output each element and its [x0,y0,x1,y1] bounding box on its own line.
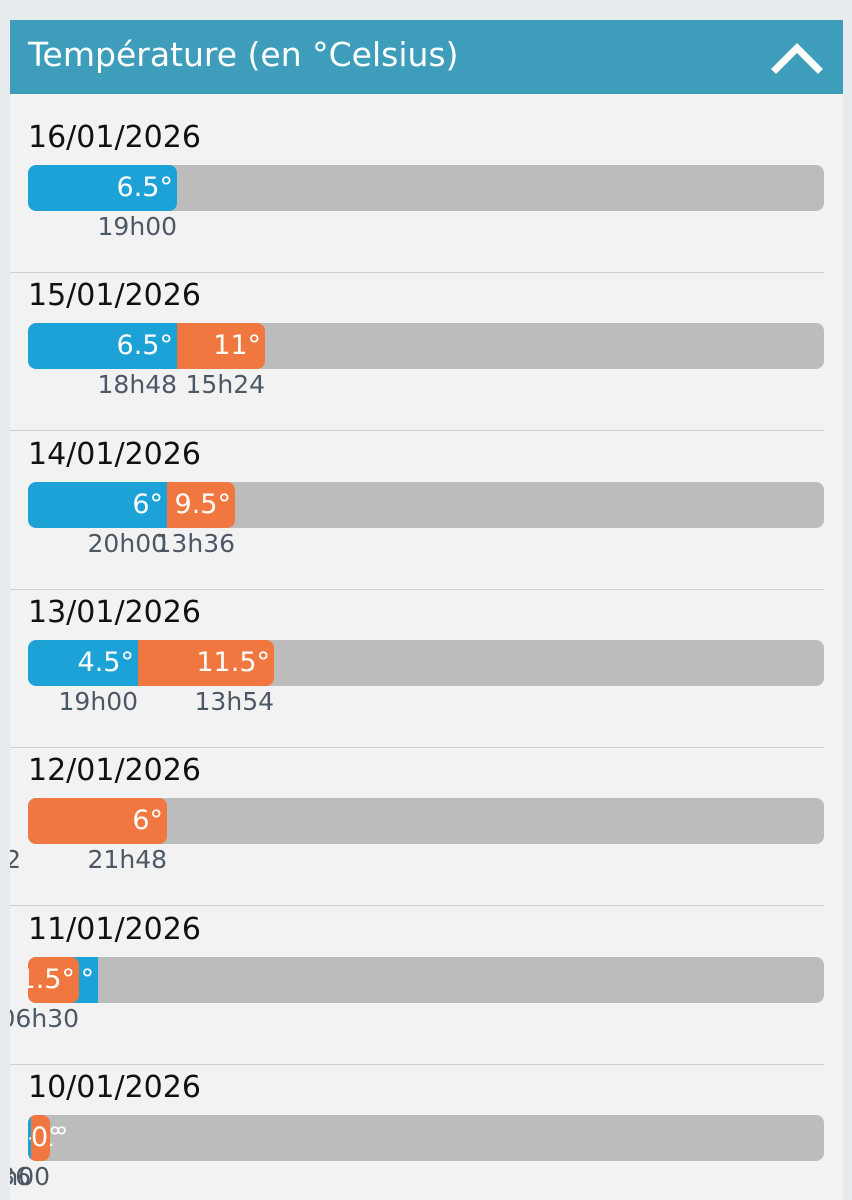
max-temperature-bar: 11.5° [138,639,274,686]
day-date: 10/01/2026 [28,1069,201,1105]
row-divider [10,588,824,590]
temperature-panel: Température (en °Celsius) 16/01/2026 6.5°… [10,20,843,1200]
max-temperature-bar: 11° [177,323,265,370]
day-row: 13/01/2026 4.5° 11.5° 19h00 13h54 [10,590,843,748]
day-row: 11/01/2026-2.5°1.5°02h3606h30 [10,907,843,1065]
day-date: 15/01/2026 [28,278,201,314]
row-divider [10,272,824,273]
max-time-label: 07h00 [10,1161,50,1191]
row-divider [10,746,824,748]
max-temperature-bar: 6° [28,798,167,845]
max-time-label: 21h48 [87,845,167,875]
min-time-label: 15h36 [10,1161,31,1191]
max-temperature-bar: 9.5° [167,481,235,528]
max-temperature-bar: 0° [31,1114,62,1161]
temperature-bar: 4.5° 11.5° [28,639,824,686]
panel-header[interactable]: Température (en °Celsius) [10,20,843,94]
max-time-label: 06h30 [10,1003,79,1033]
row-divider [10,905,824,907]
min-time-label: 22h42 [10,845,21,875]
day-date: 11/01/2026 [28,911,201,947]
temperature-bar: -1.5°6° [28,798,824,845]
day-row: 14/01/2026 6° 9.5° 20h00 13h36 [10,432,843,590]
collapse-button[interactable] [767,27,827,83]
temperature-bar: 6.5° [28,165,824,211]
chevron-up-icon [771,43,823,74]
temperature-bar: 6° 9.5° [28,481,824,528]
row-divider [10,1063,824,1065]
temperature-bar: 6.5° 11° [28,323,824,370]
day-date: 13/01/2026 [28,594,201,630]
panel-title: Température (en °Celsius) [28,35,459,74]
max-time-label: 13h36 [155,528,235,558]
min-time-label: 20h00 [87,528,167,558]
min-time-label: 19h00 [97,212,177,241]
min-time-label: 19h00 [58,686,138,716]
day-row: 10/01/2026 -1°0°15h3607h00 [10,1065,843,1200]
row-divider [10,430,824,432]
max-temperature-bar: 1.5° [28,956,79,1003]
day-row: 15/01/2026 6.5° 11° 18h48 15h24 [10,273,843,432]
min-temperature-bar: 6° [28,481,167,528]
day-row: 16/01/2026 6.5° 19h00 [10,115,843,273]
max-time-label: 15h24 [185,370,265,400]
day-date: 14/01/2026 [28,436,201,472]
min-temperature-bar: 6.5° [28,323,177,370]
min-temperature-bar: 4.5° [28,639,138,686]
temperature-bar: -2.5°1.5° [28,956,824,1003]
day-date: 16/01/2026 [28,120,201,155]
temperature-bar: -1°0° [28,1114,824,1161]
day-row: 12/01/2026 -1.5°6° 22h42 21h48 [10,748,843,907]
min-temperature-bar: 6.5° [28,165,177,211]
day-date: 12/01/2026 [28,753,201,789]
min-time-label: 18h48 [97,370,177,400]
max-time-label: 13h54 [194,686,274,716]
